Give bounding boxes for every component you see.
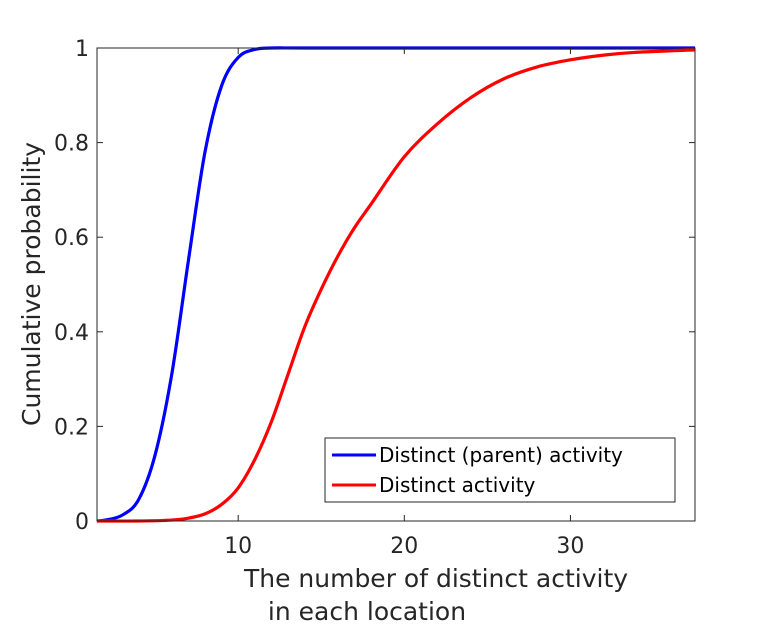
y-axis-label: Cumulative probability <box>17 142 46 426</box>
plot-frame <box>96 47 696 522</box>
x-tick-label: 20 <box>390 534 418 559</box>
y-tick-label: 0.4 <box>54 321 89 346</box>
legend: Distinct (parent) activity Distinct acti… <box>324 437 676 503</box>
y-tick-label: 0.8 <box>54 132 89 157</box>
legend-label-parent-activity: Distinct (parent) activity <box>379 443 623 467</box>
legend-label-activity: Distinct activity <box>379 473 536 497</box>
y-tick-label: 0 <box>75 510 89 535</box>
legend-box <box>324 437 676 503</box>
y-tick-label: 1 <box>75 37 89 62</box>
series-line-1 <box>96 48 696 523</box>
x-axis-label-line-2: in each location <box>268 597 466 626</box>
y-tick-label: 0.2 <box>54 415 89 440</box>
x-tick-label: 10 <box>224 534 252 559</box>
y-tick-label: 0.6 <box>54 226 89 251</box>
x-axis-label-line-1: The number of distinct activity <box>243 564 628 593</box>
x-tick-label: 30 <box>556 534 584 559</box>
tick-layer: 10 20 30 0 0.2 0.4 0.6 0.8 1 <box>54 37 695 559</box>
